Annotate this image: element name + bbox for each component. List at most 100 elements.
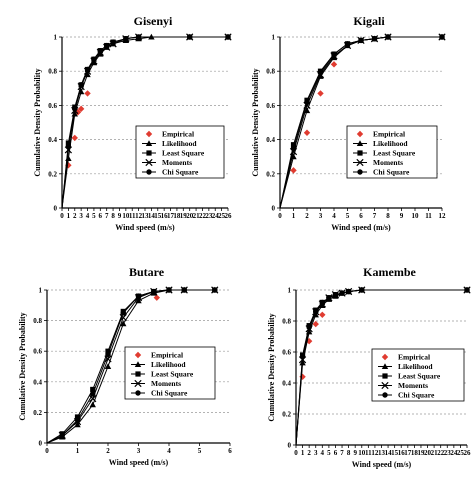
y-tick-label: 0.6 [266, 102, 275, 110]
y-tick-label: 0.8 [48, 68, 57, 76]
legend-label: Least Square [151, 370, 194, 379]
y-tick-label: 0.2 [282, 411, 291, 419]
legend-label: Least Square [373, 149, 416, 158]
data-point [78, 82, 84, 88]
x-tick-label: 2 [305, 212, 309, 220]
data-point [104, 363, 112, 370]
x-tick-label: 16 [161, 212, 169, 220]
data-point [65, 162, 72, 169]
chart-title: Gisenyi [134, 14, 173, 28]
y-tick-label: 0.4 [266, 136, 275, 144]
x-tick-label: 5 [327, 449, 331, 457]
data-point [317, 70, 324, 76]
x-tick-label: 6 [228, 447, 232, 455]
legend-marker [381, 381, 389, 390]
legend-marker [146, 150, 152, 156]
x-tick-label: 10 [358, 449, 366, 457]
legend-marker [382, 373, 388, 379]
legend-label: Chi Square [151, 389, 188, 398]
data-point [344, 41, 351, 47]
legend-marker [381, 363, 389, 370]
data-point [313, 309, 319, 315]
x-tick-label: 22 [199, 212, 207, 220]
data-point [89, 401, 96, 408]
legend-label: Moments [151, 379, 181, 388]
y-tick-label: 0 [288, 442, 292, 450]
data-point [290, 145, 297, 151]
legend-marker [356, 140, 364, 147]
data-point [317, 90, 324, 97]
chart-title: Kamembe [363, 265, 416, 279]
x-tick-label: 4 [321, 449, 325, 457]
x-tick-label: 8 [347, 449, 351, 457]
y-tick-label: 1 [54, 34, 58, 42]
x-tick-label: 9 [400, 212, 404, 220]
x-tick-label: 23 [205, 212, 213, 220]
x-tick-label: 8 [111, 212, 115, 220]
x-tick-label: 6 [334, 449, 338, 457]
x-tick-label: 14 [385, 449, 393, 457]
x-tick-label: 6 [99, 212, 103, 220]
y-axis-label: Cumulative Density Probability [18, 312, 27, 420]
x-axis-label: Wind speed (m/s) [352, 460, 412, 469]
legend-label: Empirical [162, 130, 194, 139]
x-tick-label: 1 [301, 449, 305, 457]
data-point [153, 294, 160, 301]
data-point [186, 34, 193, 40]
data-point [74, 414, 81, 420]
x-tick-label: 11 [365, 449, 372, 457]
y-tick-label: 0 [272, 205, 276, 213]
x-tick-label: 5 [346, 212, 350, 220]
x-tick-label: 19 [417, 449, 425, 457]
series-empirical [290, 61, 338, 174]
data-point [332, 291, 339, 298]
data-point [97, 47, 104, 54]
legend-label: Likelihood [373, 139, 408, 148]
data-point [71, 134, 78, 142]
legend-label: Likelihood [398, 362, 433, 371]
legend-label: Empirical [151, 351, 183, 360]
legend-label: Moments [398, 381, 428, 390]
y-tick-label: 0.6 [33, 348, 42, 356]
data-point [135, 297, 142, 304]
x-tick-label: 2 [106, 447, 110, 455]
data-point [358, 37, 364, 44]
y-tick-label: 0.4 [33, 378, 42, 386]
data-point [345, 288, 352, 295]
data-point [299, 353, 306, 360]
legend-marker [145, 140, 153, 147]
data-point [319, 302, 326, 309]
legend-marker [134, 379, 142, 388]
series-chi-square [61, 34, 231, 209]
data-point [74, 421, 81, 428]
x-tick-label: 19 [180, 212, 188, 220]
legend-marker [145, 130, 153, 138]
x-tick-label: 4 [167, 447, 171, 455]
y-tick-label: 0.6 [48, 102, 57, 110]
x-tick-label: 23 [444, 449, 452, 457]
data-point [65, 140, 71, 146]
data-point [105, 351, 111, 357]
data-point [319, 299, 326, 306]
data-point [59, 432, 65, 439]
x-tick-label: 12 [135, 212, 143, 220]
data-point [181, 287, 187, 293]
data-point [123, 36, 129, 42]
y-tick-label: 0 [39, 440, 43, 448]
data-point [331, 51, 337, 57]
y-tick-label: 0.6 [282, 349, 291, 357]
x-tick-label: 4 [332, 212, 336, 220]
series-empirical [153, 294, 160, 301]
series-line [279, 36, 442, 209]
x-tick-label: 18 [411, 449, 419, 457]
x-tick-label: 24 [212, 212, 220, 220]
x-tick-label: 25 [218, 212, 226, 220]
data-point [120, 320, 127, 327]
legend-label: Least Square [162, 149, 205, 158]
chart-panel-kigali: 00.20.40.60.810 1 2 3 4 5 6 7 8 9 10 11 12KigaliWind… [251, 14, 446, 232]
